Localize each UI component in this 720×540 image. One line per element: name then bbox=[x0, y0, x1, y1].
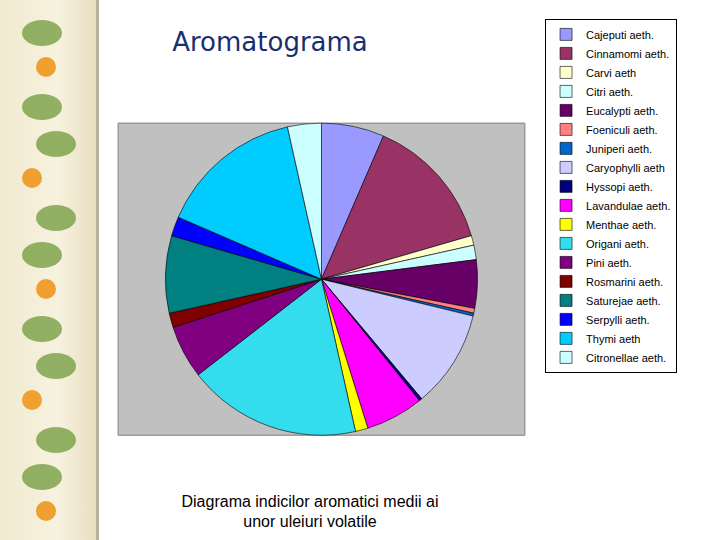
svg-text:Carvi aeth: Carvi aeth bbox=[586, 67, 636, 79]
svg-text:Caryophylli aeth: Caryophylli aeth bbox=[586, 162, 665, 174]
svg-text:Rosmarini aeth.: Rosmarini aeth. bbox=[586, 276, 663, 288]
svg-text:Thymi aeth: Thymi aeth bbox=[586, 333, 640, 345]
svg-text:Lavandulae aeth.: Lavandulae aeth. bbox=[586, 200, 670, 212]
svg-text:Eucalypti aeth.: Eucalypti aeth. bbox=[586, 105, 658, 117]
svg-text:Cajeputi aeth.: Cajeputi aeth. bbox=[586, 29, 654, 41]
svg-text:Menthae aeth.: Menthae aeth. bbox=[586, 219, 656, 231]
html-text:Diagrama indicilor aromatici m: Diagrama indicilor aromatici medii ai un… bbox=[181, 493, 439, 530]
svg-text:Foeniculi aeth.: Foeniculi aeth. bbox=[586, 124, 658, 136]
svg-text:Serpylli aeth.: Serpylli aeth. bbox=[586, 314, 650, 326]
svg-text:Origani aeth.: Origani aeth. bbox=[586, 238, 649, 250]
svg-text:Aromatograma: Aromatograma bbox=[172, 27, 368, 57]
svg-text:Pini aeth.: Pini aeth. bbox=[586, 257, 632, 269]
svg-text:Juniperi aeth.: Juniperi aeth. bbox=[586, 143, 652, 155]
svg-text:Saturejae aeth.: Saturejae aeth. bbox=[586, 295, 661, 307]
svg-text:Cinnamomi aeth.: Cinnamomi aeth. bbox=[586, 48, 669, 60]
svg-text:Hyssopi aeth.: Hyssopi aeth. bbox=[586, 181, 653, 193]
svg-text:Citri aeth.: Citri aeth. bbox=[586, 86, 633, 98]
svg-text:Citronellae aeth.: Citronellae aeth. bbox=[586, 352, 666, 364]
